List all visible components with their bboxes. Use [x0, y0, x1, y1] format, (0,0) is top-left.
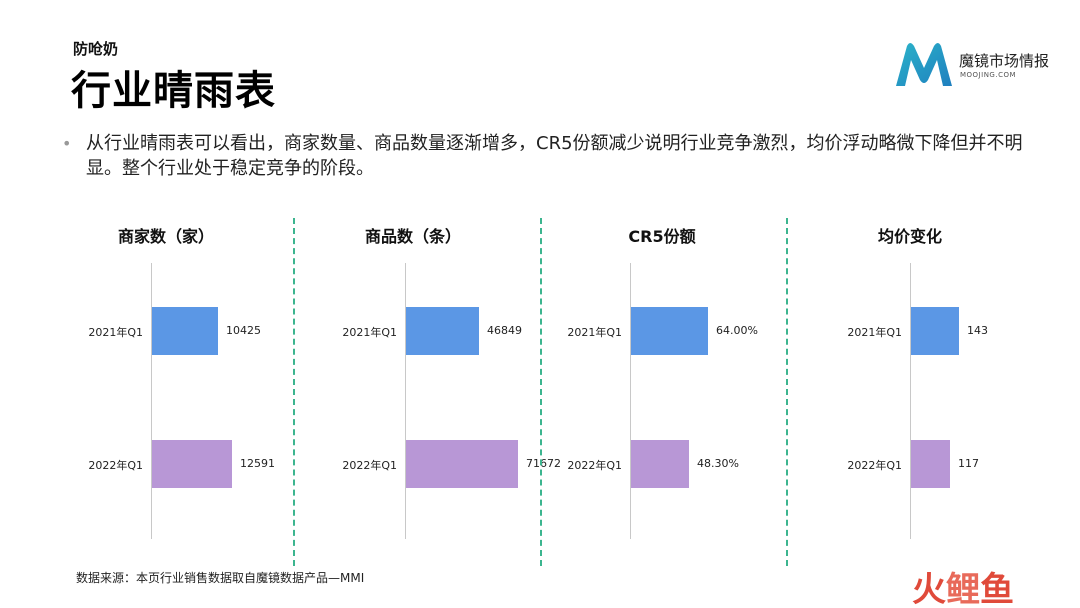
value-label: 71672 — [526, 457, 561, 470]
value-label: 46849 — [487, 324, 522, 337]
category-label: 2022年Q1 — [342, 459, 397, 472]
divider-3 — [786, 218, 788, 566]
chart-axis — [630, 263, 631, 539]
page-subtitle: 防呛奶 — [73, 40, 119, 58]
bar — [406, 440, 518, 488]
summary-text: 从行业晴雨表可以看出，商家数量、商品数量逐渐增多，CR5份额减少说明行业竞争激烈… — [86, 133, 1023, 179]
chart-title: 商家数（家） — [117, 227, 214, 246]
category-label: 2021年Q1 — [567, 326, 622, 339]
bar — [152, 307, 218, 355]
bar — [631, 440, 689, 488]
logo-url: MOOJING.COM — [960, 71, 1017, 79]
value-label: 12591 — [240, 457, 275, 470]
category-label: 2022年Q1 — [847, 459, 902, 472]
watermark: 火鲤鱼 — [912, 562, 1014, 608]
bullet-dot-icon: • — [62, 134, 72, 153]
chart-axis — [151, 263, 152, 539]
watermark-char-2: 鲤 — [946, 570, 980, 608]
divider-1 — [293, 218, 295, 566]
logo-name: 魔镜市场情报 — [959, 52, 1050, 70]
logo-m-icon — [896, 43, 952, 86]
value-label: 117 — [958, 457, 979, 470]
bar — [406, 307, 479, 355]
category-label: 2022年Q1 — [567, 459, 622, 472]
chart-panel-3: CR5份额 2021年Q1 64.00% 2022年Q1 48.30% — [540, 215, 786, 570]
chart-title: CR5份额 — [628, 227, 696, 246]
category-label: 2022年Q1 — [88, 459, 143, 472]
bar — [911, 307, 959, 355]
value-label: 64.00% — [716, 324, 758, 337]
watermark-char-3: 鱼 — [980, 570, 1014, 608]
page-title: 行业晴雨表 — [71, 68, 276, 114]
chart-panel-1: 商家数（家） 2021年Q1 10425 2022年Q1 12591 — [46, 215, 292, 570]
category-label: 2021年Q1 — [88, 326, 143, 339]
watermark-char-1: 火 — [912, 570, 946, 608]
value-label: 10425 — [226, 324, 261, 337]
source-note: 数据来源：本页行业销售数据取自魔镜数据产品—MMI — [76, 571, 365, 585]
value-label: 143 — [967, 324, 988, 337]
bar — [631, 307, 708, 355]
chart-axis — [910, 263, 911, 539]
value-label: 48.30% — [697, 457, 739, 470]
summary-bullet: • 从行业晴雨表可以看出，商家数量、商品数量逐渐增多，CR5份额减少说明行业竞争… — [62, 131, 1032, 181]
bar — [911, 440, 950, 488]
divider-2 — [540, 218, 542, 566]
logo: 魔镜市场情报 MOOJING.COM — [893, 40, 1063, 90]
chart-panel-2: 商品数（条） 2021年Q1 46849 2022年Q1 71672 — [293, 215, 561, 570]
category-label: 2021年Q1 — [342, 326, 397, 339]
bar — [152, 440, 232, 488]
chart-panel-4: 均价变化 2021年Q1 143 2022年Q1 117 — [786, 215, 1032, 570]
chart-axis — [405, 263, 406, 539]
chart-title: 均价变化 — [877, 227, 942, 246]
chart-title: 商品数（条） — [364, 227, 461, 246]
category-label: 2021年Q1 — [847, 326, 902, 339]
